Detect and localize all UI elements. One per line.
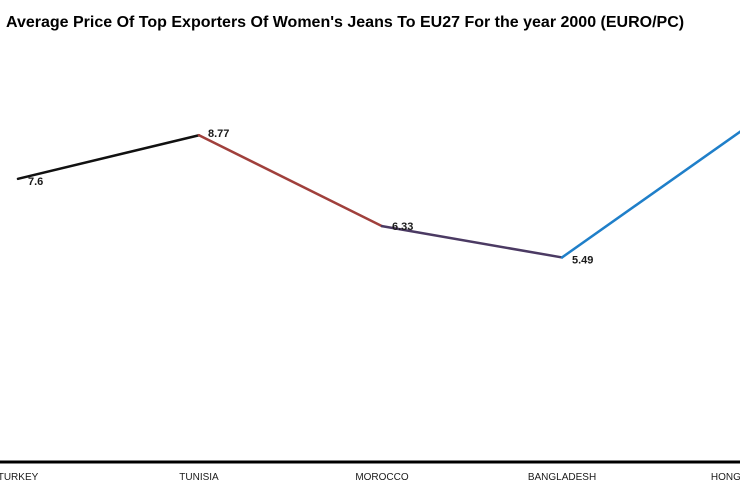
line-segment-4 [560,130,740,259]
x-tick-label: HONG KONG [711,472,740,483]
data-label: 6.33 [392,221,413,233]
line-segment-3 [380,224,564,259]
x-tick-label: TURKEY [0,472,39,483]
x-tick-label: MOROCCO [355,472,409,483]
data-label: 8.77 [208,128,229,140]
data-label: 5.49 [572,254,593,266]
data-label: 7.6 [28,176,43,188]
line-segment-1 [16,133,201,181]
line-segment-2 [197,133,384,228]
x-tick-label: BANGLADESH [528,472,596,483]
x-tick-label: TUNISIA [179,472,219,483]
chart-title: Average Price Of Top Exporters Of Women'… [6,14,685,31]
